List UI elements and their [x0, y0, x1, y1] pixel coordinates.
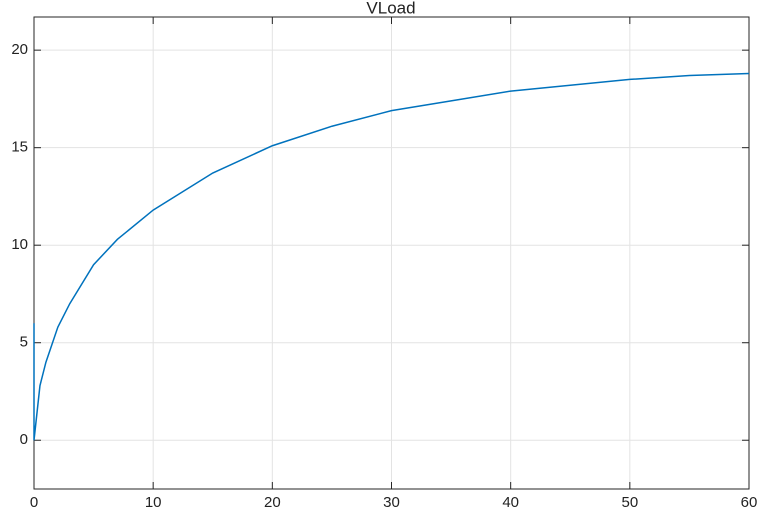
x-tick-label: 10: [145, 494, 162, 511]
x-tick-label: 40: [502, 494, 519, 511]
y-tick-label: 10: [11, 236, 28, 253]
x-tick-label: 30: [383, 494, 400, 511]
chart-title: VLoad: [366, 0, 415, 17]
x-tick-label: 20: [264, 494, 281, 511]
y-tick-label: 20: [11, 41, 28, 58]
plot-frame: [33, 16, 750, 490]
y-tick-label: 15: [11, 139, 28, 156]
y-tick-label: 5: [20, 334, 28, 351]
x-tick-label: 50: [621, 494, 638, 511]
x-tick-label: 0: [30, 494, 38, 511]
x-tick-label: 60: [741, 494, 758, 511]
y-tick-label: 0: [20, 431, 28, 448]
data-line: [33, 72, 750, 441]
